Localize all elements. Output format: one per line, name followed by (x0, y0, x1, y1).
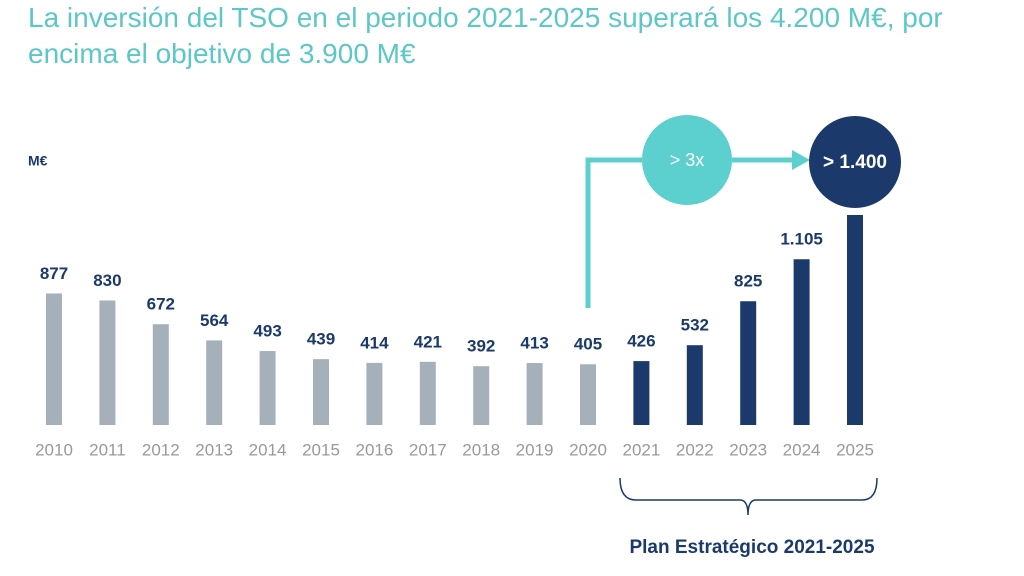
x-tick-label: 2020 (569, 440, 607, 459)
value-label: > 1.400 (823, 152, 887, 173)
value-label: 392 (467, 337, 495, 356)
value-label: 405 (574, 335, 602, 354)
bar (686, 345, 703, 425)
x-tick-label: 2017 (409, 440, 447, 459)
bar (206, 340, 223, 425)
value-label: 830 (93, 271, 121, 290)
growth-label: > 3x (670, 150, 705, 170)
x-tick-label: 2024 (783, 440, 821, 459)
bar (473, 366, 490, 425)
bar (633, 361, 650, 425)
arrow-head (792, 150, 810, 170)
x-tick-label: 2021 (622, 440, 660, 459)
x-tick-label: 2018 (462, 440, 500, 459)
bar (313, 359, 329, 425)
growth-circle (642, 115, 732, 205)
chart-title: La inversión del TSO en el periodo 2021-… (28, 2, 943, 69)
x-tick-label: 2011 (89, 440, 126, 459)
bar (580, 364, 596, 425)
x-tick-label: 2016 (355, 440, 393, 459)
bar (793, 259, 810, 425)
plan-label: Plan Estratégico 2021-2025 (629, 537, 874, 558)
x-tick-label: 2010 (35, 440, 73, 459)
x-tick-label: 2025 (836, 440, 874, 459)
x-tick-label: 2013 (195, 440, 233, 459)
x-tick-label: 2015 (302, 440, 340, 459)
value-label: 564 (200, 311, 229, 330)
bar (152, 324, 169, 425)
bar (46, 293, 62, 425)
unit-label: M€ (28, 153, 48, 169)
x-tick-label: 2019 (516, 440, 554, 459)
value-label: 825 (734, 272, 762, 291)
bar (526, 363, 543, 425)
value-label: 672 (147, 295, 175, 314)
growth-connector (585, 157, 642, 308)
value-label: 532 (681, 316, 709, 335)
bar (259, 351, 276, 425)
value-circle (809, 116, 901, 208)
value-label: 1.105 (780, 230, 823, 249)
value-label: 877 (40, 264, 68, 283)
value-label: 421 (414, 332, 442, 351)
bar (847, 215, 863, 425)
x-tick-label: 2012 (142, 440, 180, 459)
value-label: 493 (253, 322, 281, 341)
bar (740, 301, 757, 425)
bar (419, 361, 436, 425)
plan-bracket (619, 477, 878, 516)
x-tick-label: 2014 (249, 440, 287, 459)
bar (99, 300, 116, 425)
value-label: 439 (307, 330, 335, 349)
value-label: 413 (520, 334, 548, 353)
value-label: 426 (627, 332, 655, 351)
x-tick-label: 2022 (676, 440, 714, 459)
bar (366, 362, 383, 425)
x-tick-label: 2023 (729, 440, 767, 459)
value-label: 414 (360, 333, 389, 352)
